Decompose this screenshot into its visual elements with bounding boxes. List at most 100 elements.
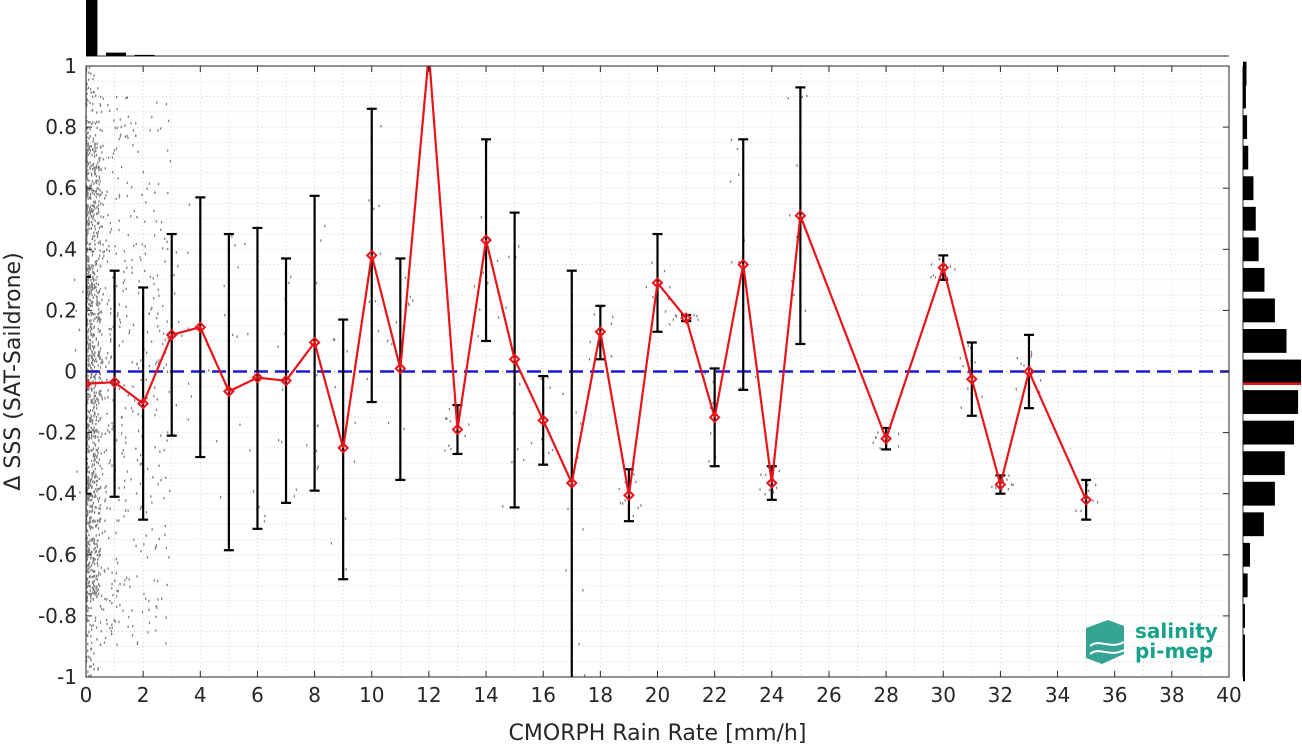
scatter-point xyxy=(87,363,89,366)
scatter-point xyxy=(373,207,375,211)
scatter-point xyxy=(118,303,120,306)
scatter-point xyxy=(94,313,96,316)
scatter-point xyxy=(91,372,93,376)
scatter-point xyxy=(995,486,997,490)
scatter-point xyxy=(113,619,115,622)
scatter-point xyxy=(103,250,105,253)
scatter-point xyxy=(104,500,106,503)
scatter-point xyxy=(153,297,155,300)
scatter-point xyxy=(95,175,98,178)
scatter-point xyxy=(946,277,948,280)
scatter-point xyxy=(97,402,100,405)
scatter-point xyxy=(124,124,126,127)
scatter-point xyxy=(93,279,95,282)
scatter-point xyxy=(95,626,98,629)
scatter-point xyxy=(86,518,88,521)
scatter-point xyxy=(108,299,110,302)
scatter-point xyxy=(95,357,97,361)
data-point-marker xyxy=(165,328,178,341)
scatter-point xyxy=(89,149,92,152)
scatter-point xyxy=(152,476,154,479)
scatter-point xyxy=(91,277,94,280)
scatter-point xyxy=(91,95,94,99)
scatter-point xyxy=(98,177,101,180)
scatter-point xyxy=(85,206,88,210)
scatter-point xyxy=(87,606,90,610)
scatter-point xyxy=(473,285,476,288)
scatter-point xyxy=(97,291,99,295)
scatter-point xyxy=(94,525,97,528)
x-tick-label: 14 xyxy=(473,683,498,707)
scatter-point xyxy=(1039,379,1042,382)
scatter-point xyxy=(139,463,141,466)
scatter-point xyxy=(88,445,90,449)
scatter-point xyxy=(86,340,89,344)
scatter-point xyxy=(131,271,133,275)
scatter-point xyxy=(101,151,103,154)
x-tick-label: 0 xyxy=(80,683,93,707)
scatter-point xyxy=(93,459,96,463)
scatter-point xyxy=(96,475,98,479)
scatter-point xyxy=(86,306,89,310)
x-tick-label: 16 xyxy=(530,683,555,707)
right-histogram-bar xyxy=(1243,61,1247,86)
scatter-point xyxy=(97,344,99,347)
scatter-point xyxy=(95,149,97,152)
scatter-point xyxy=(88,434,90,437)
scatter-point xyxy=(157,312,159,315)
scatter-point xyxy=(156,316,158,320)
scatter-point xyxy=(93,407,95,410)
scatter-point xyxy=(91,486,93,489)
scatter-point xyxy=(137,412,139,416)
scatter-point xyxy=(99,547,101,551)
scatter-point xyxy=(86,255,89,258)
scatter-point xyxy=(104,636,107,640)
scatter-point xyxy=(92,580,94,583)
scatter-point xyxy=(98,200,100,203)
scatter-point xyxy=(87,281,90,285)
scatter-point xyxy=(731,261,733,264)
scatter-point xyxy=(497,316,500,319)
x-axis-title: CMORPH Rain Rate [mm/h] xyxy=(509,721,807,745)
scatter-point xyxy=(1030,355,1032,358)
scatter-point xyxy=(90,550,92,554)
scatter-point xyxy=(90,278,92,282)
scatter-point xyxy=(374,299,377,303)
scatter-point xyxy=(91,349,93,353)
scatter-point xyxy=(88,674,90,678)
scatter-point xyxy=(89,419,92,423)
scatter-point xyxy=(93,405,95,408)
scatter-point xyxy=(125,96,127,100)
scatter-point xyxy=(231,235,233,238)
scatter-point xyxy=(1075,509,1077,513)
scatter-point xyxy=(409,295,412,299)
scatter-point xyxy=(92,335,94,338)
scatter-point xyxy=(94,317,96,320)
scatter-point xyxy=(87,567,90,570)
scatter-point xyxy=(87,610,89,613)
scatter-point xyxy=(88,289,90,292)
scatter-point xyxy=(86,442,88,445)
scatter-point xyxy=(86,142,88,145)
scatter-point xyxy=(93,235,96,238)
scatter-point xyxy=(158,294,160,297)
scatter-point xyxy=(87,510,89,513)
scatter-point xyxy=(91,312,94,315)
scatter-point xyxy=(166,439,168,442)
scatter-point xyxy=(444,449,446,452)
scatter-point xyxy=(101,607,103,611)
scatter-point xyxy=(632,514,634,518)
scatter-point xyxy=(97,304,99,307)
scatter-point xyxy=(160,434,162,437)
scatter-point xyxy=(133,538,135,541)
scatter-point xyxy=(154,547,156,550)
scatter-point xyxy=(94,394,97,398)
scatter-point xyxy=(92,570,95,573)
scatter-point xyxy=(87,581,89,584)
scatter-point xyxy=(159,450,161,453)
scatter-point xyxy=(86,260,88,263)
scatter-point xyxy=(97,327,99,331)
scatter-point xyxy=(96,192,98,195)
scatter-point xyxy=(102,293,104,296)
scatter-point xyxy=(119,583,121,586)
